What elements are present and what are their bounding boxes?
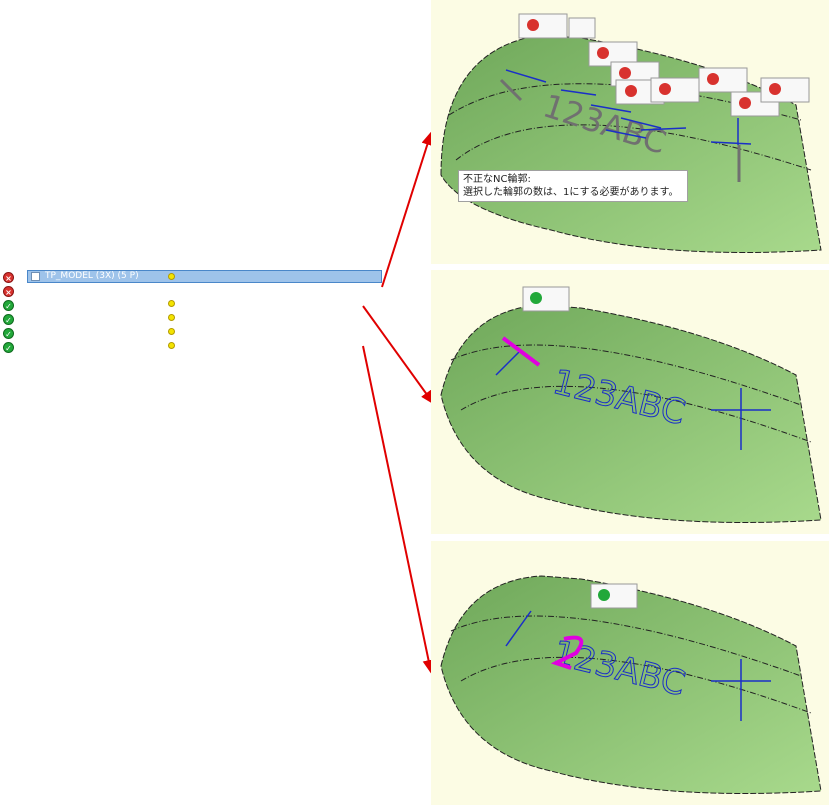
tree-dot-icon xyxy=(168,328,175,335)
tree-row-label: TP_MODEL (3X) (5 P) xyxy=(45,271,139,281)
check-icon: ✓ xyxy=(3,342,14,353)
error-icon: × xyxy=(3,286,14,297)
view-panel-invalid: 123ABC xyxy=(431,0,829,264)
arrow-icon xyxy=(362,305,435,405)
axis-line xyxy=(499,78,741,182)
error-tooltip: 不正なNC輪郭: 選択した輪郭の数は、1にする必要があります。 xyxy=(458,170,688,202)
boundary-curve xyxy=(455,124,812,171)
axis-line xyxy=(495,349,771,450)
marker-box xyxy=(522,286,570,312)
check-icon xyxy=(598,589,610,601)
highlighted-segment xyxy=(550,635,584,670)
arrow-icon xyxy=(362,345,435,674)
check-icon: ✓ xyxy=(3,314,14,325)
view-panel-valid-char: 123ABC xyxy=(431,541,829,805)
tree-dot-icon xyxy=(168,342,175,349)
selection-arrows xyxy=(505,69,752,145)
tooltip-line1: 不正なNC輪郭: xyxy=(463,174,531,185)
error-icon xyxy=(527,19,781,109)
check-icon xyxy=(530,292,542,304)
check-icon: ✓ xyxy=(3,300,14,311)
tree-dot-icon xyxy=(168,314,175,321)
row-checkbox[interactable] xyxy=(31,272,40,281)
check-icon: ✓ xyxy=(3,328,14,339)
tree-dot-icon xyxy=(168,273,175,280)
arrow-icon xyxy=(381,131,434,288)
axis-line xyxy=(505,610,771,721)
marker-box xyxy=(590,583,638,609)
model-surface xyxy=(440,304,822,523)
boundary-curve xyxy=(448,83,802,121)
view-panel-valid-single: 123ABC xyxy=(431,270,829,534)
tree-row-tp-model[interactable]: TP_MODEL (3X) (5 P) xyxy=(27,270,382,283)
error-icon: × xyxy=(3,272,14,283)
model-surface xyxy=(440,575,822,794)
tree-dot-icon xyxy=(168,300,175,307)
marker-boxes xyxy=(518,13,810,117)
tooltip-line2: 選択した輪郭の数は、1にする必要があります。 xyxy=(463,187,679,198)
highlighted-segment xyxy=(501,336,541,367)
